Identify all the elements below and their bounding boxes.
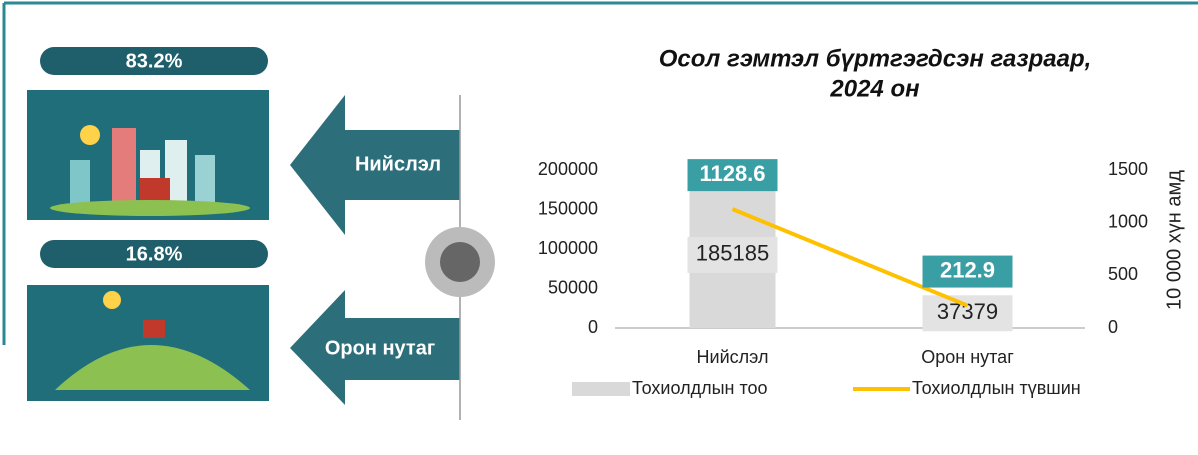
bar-label: 185185 xyxy=(696,241,769,266)
line xyxy=(731,207,969,308)
house xyxy=(140,178,170,203)
line-label-box xyxy=(922,255,1013,288)
bar-label: 37379 xyxy=(937,299,998,324)
line-label: 1128.6 xyxy=(699,161,765,186)
arrow-label: Орон нутаг xyxy=(325,337,435,359)
percent-pill xyxy=(40,240,268,268)
percent-pill xyxy=(40,47,268,75)
building xyxy=(165,140,187,205)
legend-label: Тохиолдлын тоо xyxy=(632,378,768,398)
sun xyxy=(80,125,100,145)
y2-tick-label: 1000 xyxy=(1108,211,1148,231)
bar-label-box xyxy=(922,295,1013,332)
y-tick-label: 150000 xyxy=(538,198,598,218)
bar-label-box xyxy=(687,236,778,273)
arrow xyxy=(290,95,460,235)
y-tick-label: 200000 xyxy=(538,159,598,179)
percent: 16.8% xyxy=(126,243,183,265)
building xyxy=(70,160,90,205)
legend-label: Тохиолдлын түвшин xyxy=(912,378,1081,398)
line-label-box xyxy=(687,159,778,192)
ground xyxy=(50,200,250,216)
chart-subtitle: 2024 он xyxy=(829,75,920,102)
sun xyxy=(103,291,121,309)
knob-inner xyxy=(440,242,480,282)
house xyxy=(143,320,165,338)
y2-tick-label: 1500 xyxy=(1108,159,1148,179)
building xyxy=(195,155,215,205)
y2-tick-label: 0 xyxy=(1108,317,1118,337)
y-tick-label: 0 xyxy=(588,317,598,337)
y-tick-label: 100000 xyxy=(538,238,598,258)
y2-axis-label: 10 000 хүн амд xyxy=(1163,170,1185,310)
chart-title: Осол гэмтэл бүртгэгдсэн газраар, xyxy=(659,45,1092,72)
y2-tick-label: 500 xyxy=(1108,264,1138,284)
line-label: 212.9 xyxy=(940,257,995,282)
legend-swatch xyxy=(572,382,630,396)
arrow-label: Нийслэл xyxy=(355,153,441,175)
percent: 83.2% xyxy=(126,50,183,72)
x-tick-label: Нийслэл xyxy=(697,347,769,367)
y-tick-label: 50000 xyxy=(548,277,598,297)
x-tick-label: Орон нутаг xyxy=(921,347,1014,367)
building xyxy=(112,128,136,205)
hill xyxy=(55,345,250,390)
arrow xyxy=(290,290,460,405)
